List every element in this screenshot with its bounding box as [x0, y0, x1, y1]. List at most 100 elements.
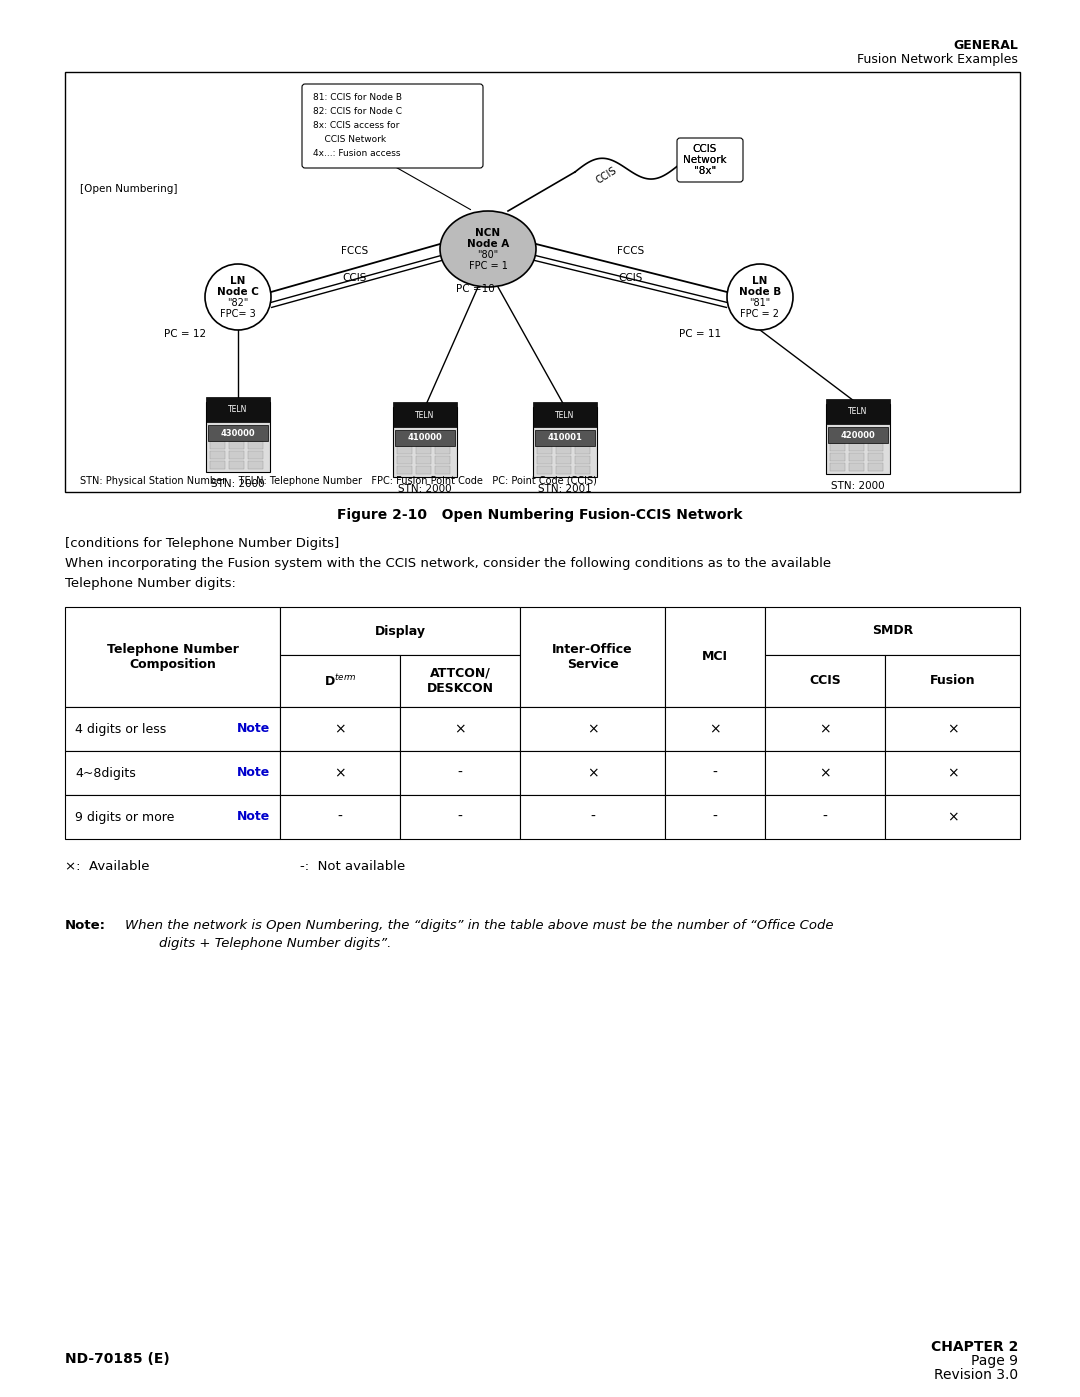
- Text: D$^{term}$: D$^{term}$: [324, 673, 356, 689]
- Text: -: -: [713, 766, 717, 780]
- Text: -: -: [338, 810, 342, 824]
- Text: Network: Network: [684, 155, 727, 165]
- Text: Telephone Number
Composition: Telephone Number Composition: [107, 643, 239, 671]
- Text: 4x...: Fusion access: 4x...: Fusion access: [313, 148, 401, 158]
- Bar: [395, 430, 455, 446]
- Bar: [280, 655, 400, 707]
- Bar: [765, 707, 885, 752]
- Text: FCCS: FCCS: [341, 246, 368, 256]
- Text: -:  Not available: -: Not available: [300, 861, 405, 873]
- Text: NCN: NCN: [475, 228, 500, 237]
- Text: 4~8digits: 4~8digits: [75, 767, 136, 780]
- Text: -: -: [590, 810, 595, 824]
- Bar: [416, 467, 431, 474]
- Bar: [229, 432, 244, 439]
- Bar: [537, 455, 552, 464]
- Text: ×: ×: [455, 722, 465, 736]
- Text: ×: ×: [820, 722, 831, 736]
- Text: STN: 2000: STN: 2000: [832, 481, 885, 490]
- Text: -: -: [713, 810, 717, 824]
- Bar: [519, 795, 665, 840]
- Bar: [519, 707, 665, 752]
- Text: CCIS: CCIS: [594, 165, 618, 186]
- Text: ATTCON/
DESKCON: ATTCON/ DESKCON: [427, 666, 494, 694]
- Bar: [393, 402, 457, 427]
- Text: digits + Telephone Number digits”.: digits + Telephone Number digits”.: [125, 937, 391, 950]
- Text: 410001: 410001: [548, 433, 582, 443]
- Bar: [248, 461, 264, 469]
- Text: Node B: Node B: [739, 286, 781, 298]
- Bar: [400, 707, 519, 752]
- Bar: [665, 608, 765, 707]
- Bar: [885, 707, 1020, 752]
- Bar: [416, 436, 431, 444]
- Bar: [868, 443, 883, 451]
- Text: TELN: TELN: [228, 405, 247, 415]
- Text: Note: Note: [237, 810, 270, 823]
- Text: STN: 2000: STN: 2000: [212, 479, 265, 489]
- FancyBboxPatch shape: [677, 138, 743, 182]
- Text: Display: Display: [375, 624, 426, 637]
- Bar: [435, 436, 450, 444]
- Bar: [849, 433, 864, 441]
- Bar: [665, 752, 765, 795]
- Bar: [826, 400, 890, 425]
- Bar: [397, 467, 411, 474]
- Bar: [65, 608, 280, 707]
- Text: Fusion: Fusion: [930, 675, 975, 687]
- Text: Page 9: Page 9: [971, 1354, 1018, 1368]
- Text: PC = 11: PC = 11: [679, 330, 721, 339]
- Bar: [248, 451, 264, 460]
- Text: CCIS: CCIS: [692, 144, 717, 154]
- Ellipse shape: [440, 211, 536, 286]
- Text: PC =10: PC =10: [456, 284, 495, 293]
- Text: "8x": "8x": [693, 166, 716, 176]
- Text: ×: ×: [947, 722, 958, 736]
- Bar: [556, 436, 571, 444]
- Text: ×: ×: [820, 766, 831, 780]
- Bar: [885, 795, 1020, 840]
- Text: STN: 2001: STN: 2001: [538, 483, 592, 495]
- Text: CCIS: CCIS: [692, 144, 717, 154]
- Text: LN: LN: [753, 277, 768, 286]
- Ellipse shape: [205, 264, 271, 330]
- Bar: [868, 453, 883, 461]
- Bar: [765, 655, 885, 707]
- Bar: [65, 707, 280, 752]
- Bar: [393, 407, 457, 476]
- Bar: [435, 467, 450, 474]
- Bar: [831, 443, 845, 451]
- Text: CCIS: CCIS: [619, 272, 644, 284]
- Text: ×: ×: [586, 722, 598, 736]
- Text: ND-70185 (E): ND-70185 (E): [65, 1352, 170, 1366]
- Bar: [397, 455, 411, 464]
- Bar: [537, 446, 552, 454]
- Bar: [208, 425, 268, 441]
- Bar: [828, 427, 888, 443]
- Text: ×: ×: [334, 722, 346, 736]
- Bar: [280, 752, 400, 795]
- Text: FPC = 2: FPC = 2: [741, 309, 780, 319]
- Bar: [556, 446, 571, 454]
- Bar: [556, 467, 571, 474]
- Bar: [575, 467, 590, 474]
- Bar: [849, 453, 864, 461]
- Text: ×: ×: [334, 766, 346, 780]
- Text: SMDR: SMDR: [872, 624, 913, 637]
- Text: Note: Note: [237, 767, 270, 780]
- Text: STN: Physical Station Number    TELN: Telephone Number   FPC: Fusion Point Code : STN: Physical Station Number TELN: Telep…: [80, 476, 597, 486]
- Bar: [537, 436, 552, 444]
- Text: "8x": "8x": [693, 166, 716, 176]
- Bar: [210, 461, 225, 469]
- Bar: [435, 446, 450, 454]
- Bar: [831, 433, 845, 441]
- Bar: [280, 795, 400, 840]
- Text: Revision 3.0: Revision 3.0: [934, 1368, 1018, 1382]
- Bar: [280, 608, 519, 655]
- Bar: [534, 402, 597, 427]
- Text: FCCS: FCCS: [618, 246, 645, 256]
- Text: Node A: Node A: [467, 239, 509, 249]
- Text: ×: ×: [947, 766, 958, 780]
- Text: When the network is Open Numbering, the “digits” in the table above must be the : When the network is Open Numbering, the …: [125, 919, 834, 932]
- Bar: [575, 436, 590, 444]
